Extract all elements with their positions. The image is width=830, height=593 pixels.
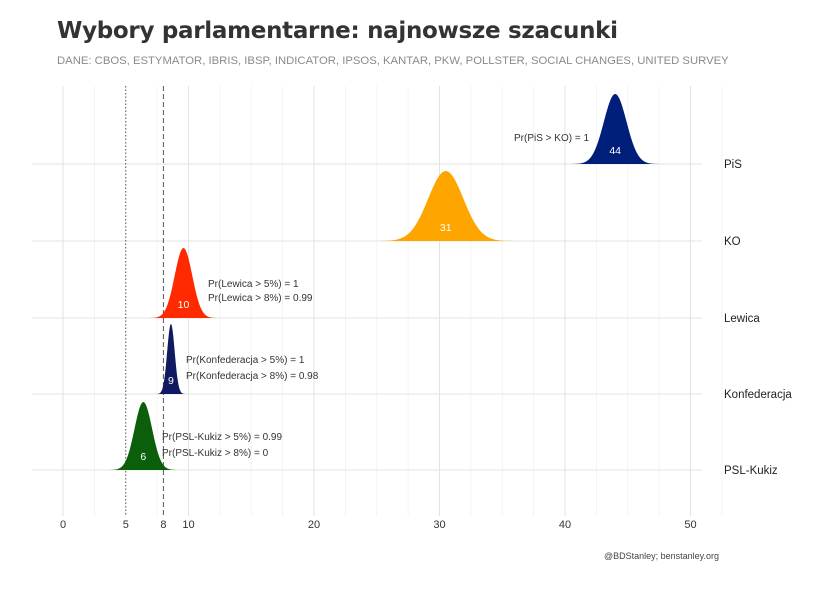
x-tick-label: 30 xyxy=(433,519,445,531)
x-tick-label: 20 xyxy=(308,519,320,531)
party-label-lewica: Lewica xyxy=(724,313,760,325)
probability-annotation: Pr(Konfederacja > 5%) = 1 xyxy=(186,355,305,366)
x-tick-label: 50 xyxy=(684,519,696,531)
party-label-ko: KO xyxy=(724,236,741,248)
density-psl-kukiz xyxy=(108,402,179,470)
density-konfederacja xyxy=(155,324,186,394)
density-lewica xyxy=(148,248,219,318)
value-label-psl-kukiz: 6 xyxy=(140,451,146,463)
probability-annotation: Pr(PSL-Kukiz > 5%) = 0.99 xyxy=(162,432,282,443)
probability-annotation: Pr(PSL-Kukiz > 8%) = 0 xyxy=(162,448,269,459)
x-tick-label: 40 xyxy=(559,519,571,531)
value-label-ko: 31 xyxy=(440,222,452,234)
party-label-konfederacja: Konfederacja xyxy=(724,389,792,401)
density-ko xyxy=(375,171,517,241)
x-tick-label: 0 xyxy=(60,519,66,531)
party-label-psl-kukiz: PSL-Kukiz xyxy=(724,465,778,477)
chart-title: Wybory parlamentarne: najnowsze szacunki xyxy=(57,18,618,44)
x-tick-label: 5 xyxy=(123,519,129,531)
x-tick-label: 10 xyxy=(182,519,194,531)
density-pis xyxy=(570,94,661,164)
x-tick-label: 8 xyxy=(160,519,166,531)
value-label-konfederacja: 9 xyxy=(168,375,174,387)
probability-annotation: Pr(Konfederacja > 8%) = 0.98 xyxy=(186,371,319,382)
value-label-lewica: 10 xyxy=(178,299,190,311)
chart-caption: @BDStanley; benstanley.org xyxy=(603,551,719,561)
chart-subtitle: DANE: CBOS, ESTYMATOR, IBRIS, IBSP, INDI… xyxy=(57,55,729,67)
probability-annotation: Pr(PiS > KO) = 1 xyxy=(514,133,589,144)
probability-annotation: Pr(Lewica > 8%) = 0.99 xyxy=(208,293,313,304)
party-label-pis: PiS xyxy=(724,159,742,171)
value-label-pis: 44 xyxy=(609,145,621,157)
probability-annotation: Pr(Lewica > 5%) = 1 xyxy=(208,279,299,290)
